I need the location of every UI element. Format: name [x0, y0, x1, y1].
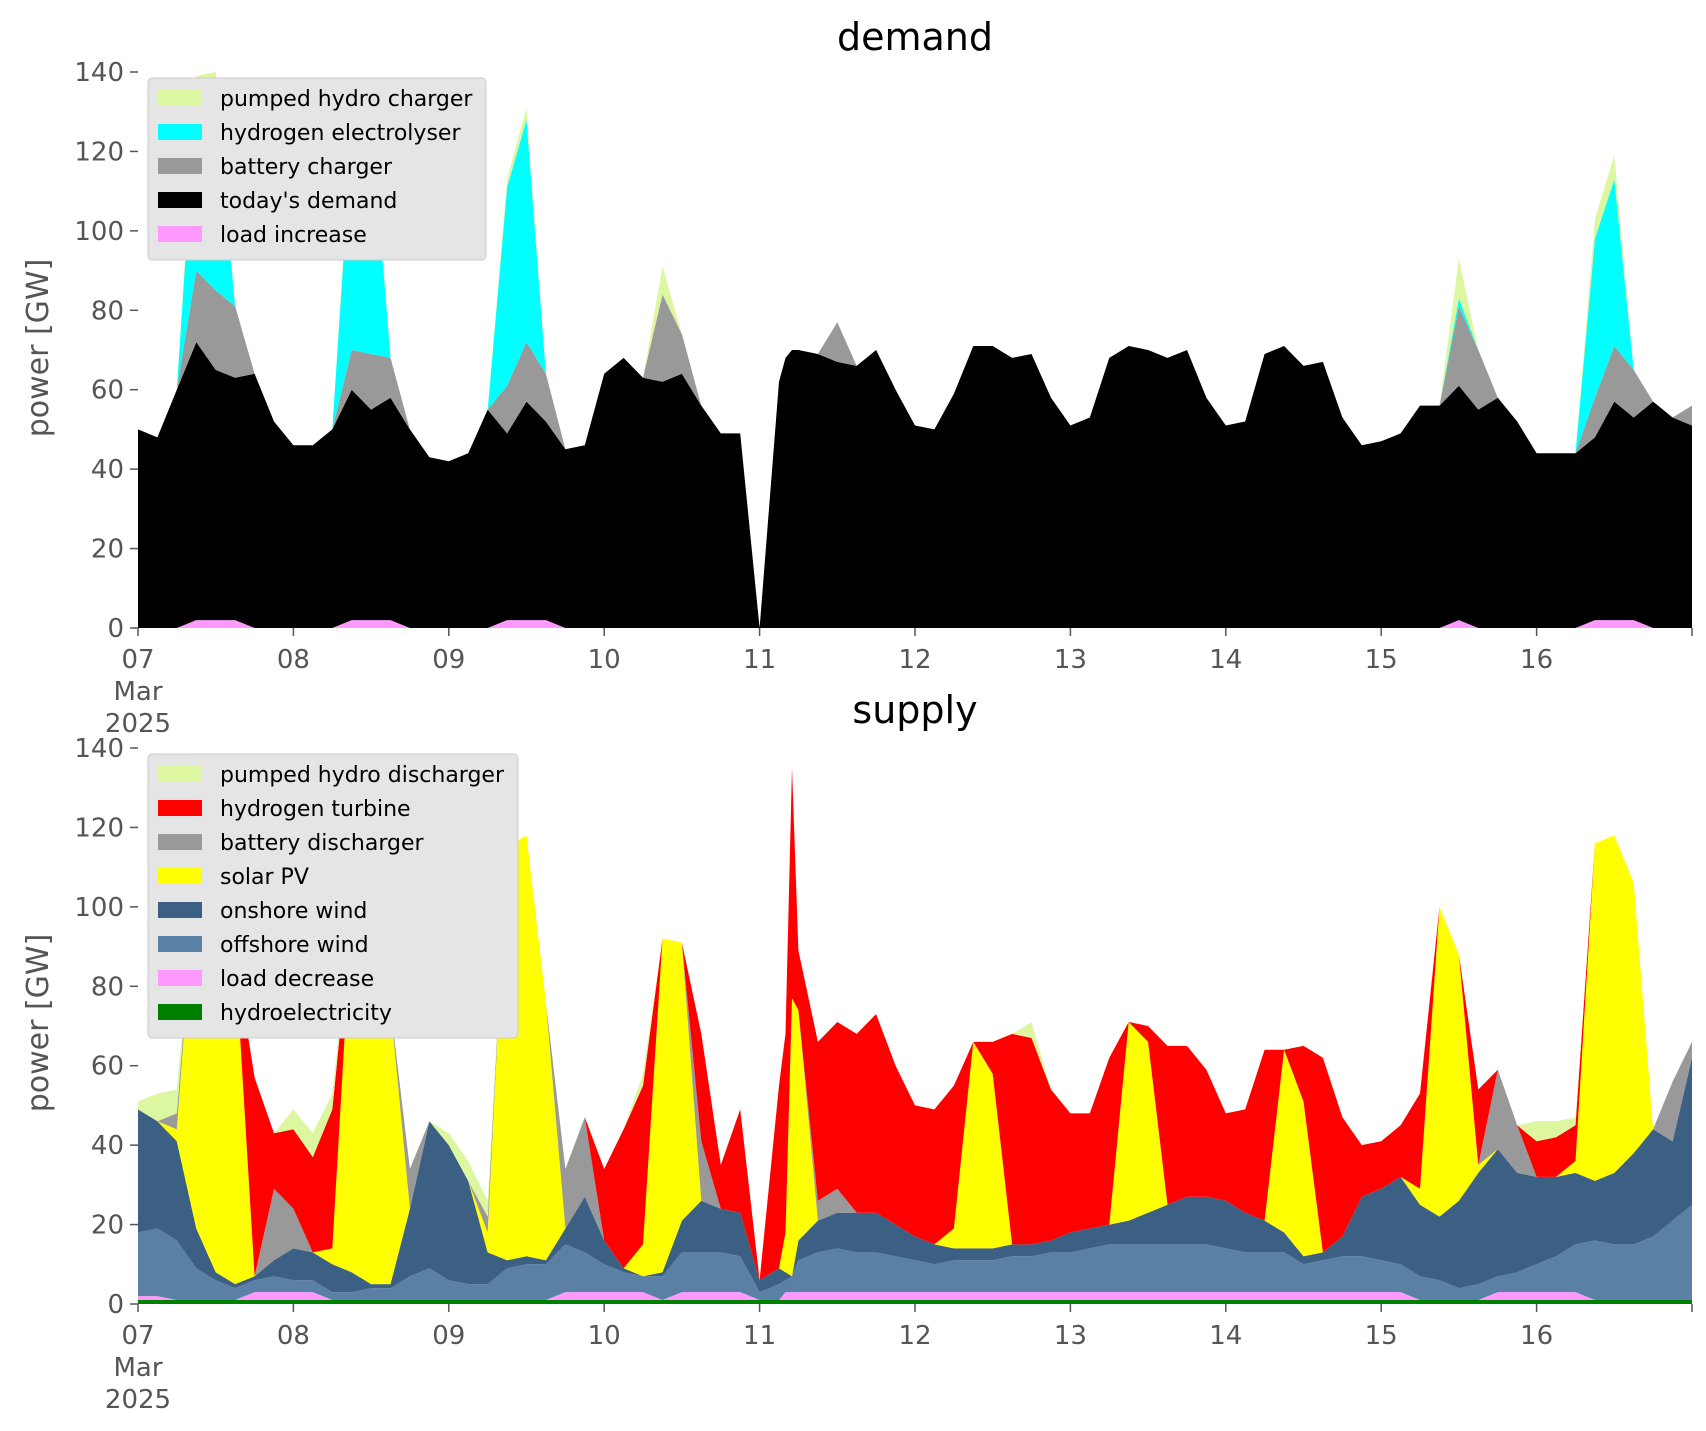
legend-label: load decrease [220, 967, 374, 992]
x-tick-label: 2025 [105, 1385, 171, 1415]
legend-swatch [158, 226, 202, 242]
legend-label: offshore wind [220, 933, 369, 958]
supply-stacked-areas [138, 767, 1692, 1304]
y-tick-label: 140 [74, 58, 124, 88]
legend-swatch [158, 800, 202, 816]
x-tick-label: 09 [432, 645, 465, 675]
x-tick-label: 14 [1209, 1321, 1242, 1351]
supply-title: supply [852, 688, 977, 732]
y-tick-label: 140 [74, 734, 124, 764]
y-tick-label: 60 [91, 1052, 124, 1082]
x-tick-label: 15 [1365, 645, 1398, 675]
x-tick-label: 14 [1209, 645, 1242, 675]
x-tick-label: 08 [277, 645, 310, 675]
area-battery-discharger [138, 815, 1692, 1281]
x-tick-label: Mar [113, 1353, 162, 1383]
y-tick-label: 100 [74, 893, 124, 923]
legend-label: pumped hydro charger [220, 87, 473, 112]
y-tick-label: 40 [91, 1131, 124, 1161]
legend-label: load increase [220, 223, 367, 248]
legend-swatch [158, 834, 202, 850]
supply-legend: pumped hydro discharger hydrogen turbine b… [147, 753, 519, 1039]
x-tick-label: 16 [1520, 1321, 1553, 1351]
x-tick-label: 11 [743, 645, 776, 675]
x-tick-label: 07 [121, 1321, 154, 1351]
x-tick-label: 13 [1054, 645, 1087, 675]
x-tick-label: 10 [588, 1321, 621, 1351]
legend-swatch [158, 192, 202, 208]
x-tick-label: 12 [898, 645, 931, 675]
x-tick-label: 2025 [105, 709, 171, 739]
area-offshore-wind [138, 1204, 1692, 1300]
legend-label: battery discharger [220, 831, 425, 856]
y-tick-label: 0 [107, 1290, 124, 1320]
legend-label: onshore wind [220, 899, 367, 924]
area-load-increase [138, 620, 1692, 628]
legend-swatch [158, 902, 202, 918]
legend-frame [147, 753, 519, 1039]
y-tick-label: 120 [74, 137, 124, 167]
legend-swatch [158, 868, 202, 884]
y-tick-label: 80 [91, 296, 124, 326]
area-solar-pv [138, 815, 1692, 1285]
demand-y-axis-label: power [GW] [21, 259, 56, 438]
area-today-s-demand [138, 342, 1692, 628]
legend-swatch [158, 1004, 202, 1020]
demand-legend: pumped hydro charger hydrogen electrolyse… [147, 77, 487, 261]
demand-title: demand [837, 15, 993, 59]
x-tick-label: 09 [432, 1321, 465, 1351]
y-tick-label: 0 [107, 614, 124, 644]
area-load-decrease [138, 1292, 1692, 1300]
area-battery-charger [138, 270, 1692, 628]
x-tick-label: 08 [277, 1321, 310, 1351]
legend-label: today's demand [220, 189, 397, 214]
demand-panel: demand power [GW] 0 20 40 60 80 100 120 140 07Ma… [21, 15, 1693, 739]
x-tick-label: 12 [898, 1321, 931, 1351]
x-tick-label: 16 [1520, 645, 1553, 675]
y-tick-label: 60 [91, 376, 124, 406]
y-tick-label: 40 [91, 455, 124, 485]
legend-frame [147, 77, 487, 261]
y-tick-label: 100 [74, 217, 124, 247]
demand-stacked-areas [138, 72, 1692, 628]
legend-label: hydrogen electrolyser [220, 121, 461, 146]
legend-swatch [158, 766, 202, 782]
x-tick-label: 10 [588, 645, 621, 675]
y-tick-label: 80 [91, 972, 124, 1002]
y-tick-label: 20 [91, 1211, 124, 1241]
legend-swatch [158, 90, 202, 106]
legend-label: hydroelectricity [220, 1001, 392, 1026]
area-hydrogen-electrolyser [138, 91, 1692, 628]
legend-swatch [158, 970, 202, 986]
y-tick-label: 120 [74, 813, 124, 843]
x-tick-label: 15 [1365, 1321, 1398, 1351]
supply-panel: supply power [GW] 0 20 40 60 80 100 120 140 07Ma… [21, 688, 1693, 1415]
legend-label: pumped hydro discharger [220, 763, 505, 788]
legend-label: hydrogen turbine [220, 797, 411, 822]
area-hydroelectricity [138, 1300, 1692, 1304]
legend-label: solar PV [220, 865, 309, 890]
x-tick-label: 13 [1054, 1321, 1087, 1351]
area-hydrogen-turbine [138, 767, 1692, 1281]
y-tick-label: 20 [91, 535, 124, 565]
legend-label: battery charger [220, 155, 393, 180]
legend-swatch [158, 158, 202, 174]
supply-y-axis-label: power [GW] [21, 934, 56, 1113]
x-tick-label: Mar [113, 677, 162, 707]
x-tick-label: 07 [121, 645, 154, 675]
area-onshore-wind [138, 1057, 1692, 1293]
x-tick-label: 11 [743, 1321, 776, 1351]
legend-swatch [158, 124, 202, 140]
legend-swatch [158, 936, 202, 952]
